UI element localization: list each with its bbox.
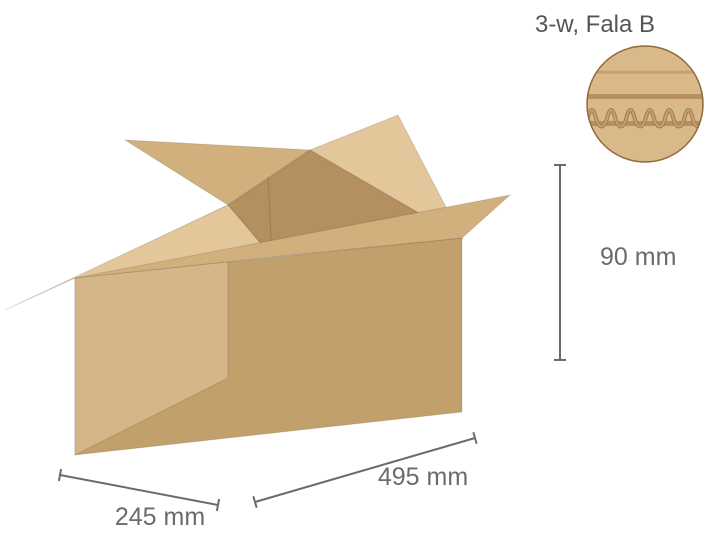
cardboard-box — [5, 115, 510, 455]
cardboard-type-label: 3-w, Fala B — [535, 11, 655, 38]
diagram-stage: 245 mm 495 mm 90 mm 3-w, Fala B — [0, 0, 720, 546]
dimension-height-line — [554, 165, 566, 360]
diagram-svg: 245 mm 495 mm 90 mm 3-w, Fala B — [0, 0, 720, 546]
dimension-width-label: 245 mm — [115, 503, 205, 531]
dimension-length-label: 495 mm — [378, 463, 468, 491]
cardboard-sample-badge — [587, 46, 703, 162]
dimension-height-label: 90 mm — [600, 243, 676, 271]
